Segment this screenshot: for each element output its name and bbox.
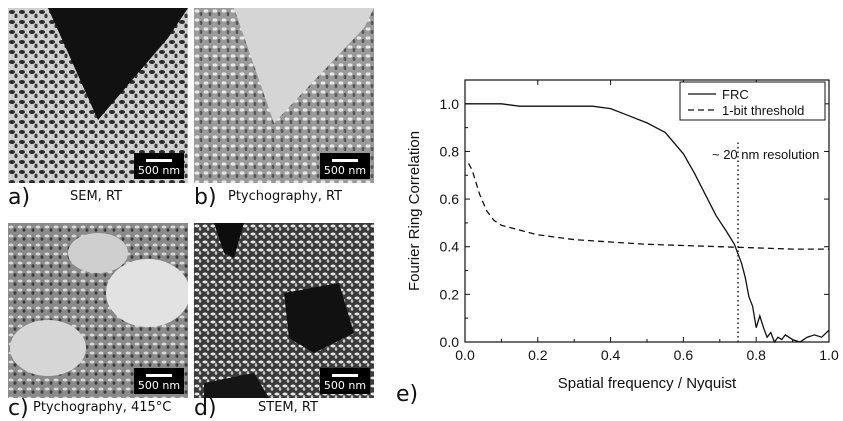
panel-letter-b: b) (194, 185, 217, 210)
panel-c-image: 500 nm (8, 223, 188, 398)
panel-d-image: 500 nm (194, 223, 374, 398)
x-axis-label: Spatial frequency / Nyquist (558, 375, 737, 392)
panel-b-image: 500 nm (194, 8, 374, 183)
y-tick-label: 0.0 (440, 334, 460, 350)
panel-caption-b: Ptychography, RT (228, 189, 343, 204)
panel-caption-a: SEM, RT (70, 189, 122, 204)
series-line-frc (465, 103, 830, 344)
micrograph-a (8, 8, 188, 183)
x-tick-label: 1.0 (819, 347, 839, 363)
scale-bar-label: 500 nm (323, 164, 367, 177)
scale-bar-b: 500 nm (320, 153, 370, 179)
x-tick-label: 0.6 (674, 347, 694, 363)
y-tick-label: 0.8 (440, 143, 460, 159)
x-tick-label: 0.8 (746, 347, 766, 363)
resolution-annotation: ~ 20 nm resolution (712, 147, 819, 162)
legend-label: 1-bit threshold (722, 103, 804, 118)
y-tick-label: 0.4 (440, 239, 460, 255)
y-tick-label: 1.0 (440, 96, 460, 112)
panel-a-image: 500 nm (8, 8, 188, 183)
panel-letter-a: a) (8, 185, 31, 210)
x-tick-label: 0.2 (528, 347, 548, 363)
scale-bar-a: 500 nm (134, 153, 184, 179)
panel-caption-d: STEM, RT (258, 400, 318, 415)
panel-caption-c: Ptychography, 415°C (33, 400, 172, 415)
panel-letter-d: d) (194, 396, 217, 421)
scale-bar-c: 500 nm (134, 368, 184, 394)
x-tick-label: 0.4 (601, 347, 621, 363)
scale-bar-label: 500 nm (137, 164, 181, 177)
scale-bar-d: 500 nm (320, 368, 370, 394)
y-tick-label: 0.2 (440, 286, 460, 302)
micrograph-d (194, 223, 374, 398)
legend-label: FRC (722, 87, 749, 102)
panel-letter-e: e) (396, 382, 419, 407)
y-axis-label: Fourier Ring Correlation (406, 131, 423, 291)
panel-letter-c: c) (8, 396, 29, 421)
series-line-threshold (468, 163, 829, 250)
x-tick-label: 0.0 (455, 347, 475, 363)
scale-bar-label: 500 nm (137, 379, 181, 392)
legend-box (679, 81, 826, 121)
scale-bar-label: 500 nm (323, 379, 367, 392)
y-tick-label: 0.6 (440, 191, 460, 207)
